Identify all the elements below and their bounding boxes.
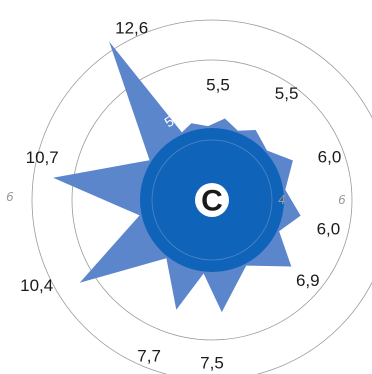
inner-grid-ring: [151, 139, 273, 261]
value-label: 5,5: [275, 84, 299, 103]
grid-rings: [31, 19, 372, 374]
grid-ring: [31, 19, 372, 374]
ring-label-left: 6: [6, 190, 14, 204]
value-label: 6,9: [296, 271, 320, 290]
value-label: 7,7: [137, 346, 161, 365]
value-label: 6,0: [317, 220, 341, 239]
value-label: 10,4: [20, 276, 53, 295]
ring-label-inner: 4: [278, 193, 286, 207]
value-label: 5,5: [206, 76, 230, 95]
center-badge: [195, 183, 229, 217]
value-label: 6,0: [318, 148, 342, 167]
value-label: 12,6: [115, 18, 148, 37]
grid-ring-inner: [151, 139, 273, 261]
ring-label-right: 6: [338, 193, 346, 207]
grid-ring: [71, 59, 353, 341]
value-label: 7,5: [200, 354, 224, 373]
value-labels: 12,65,35,5 5,56,06,06,97,57,710,410,7: [20, 18, 341, 372]
center-label: C: [201, 185, 223, 218]
value-label: 10,7: [26, 148, 59, 167]
